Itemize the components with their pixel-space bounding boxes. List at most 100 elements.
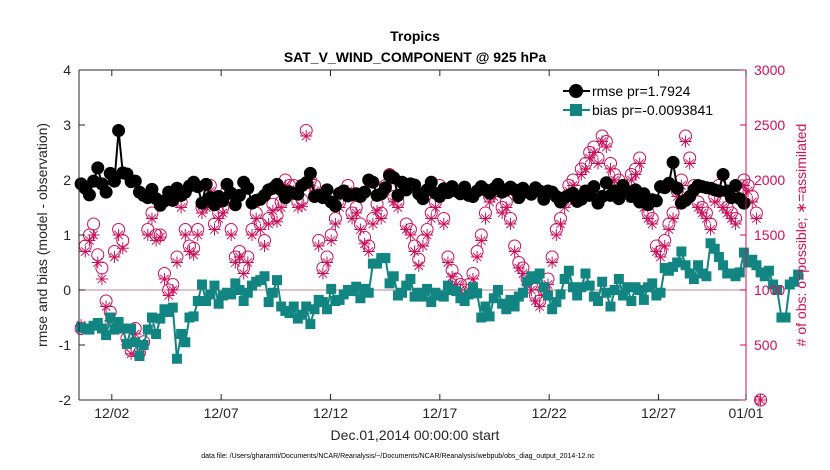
bias-point <box>272 275 283 286</box>
star-stroke <box>143 230 153 240</box>
star-stroke <box>655 252 666 262</box>
star-stroke <box>180 230 190 240</box>
bias-point <box>563 265 574 276</box>
rmse-point <box>107 174 121 188</box>
bias-point <box>109 324 120 335</box>
obs-assimilated-marker <box>312 240 325 252</box>
obs-assimilated-marker <box>441 256 454 269</box>
star-stroke <box>443 257 453 268</box>
y-tick-label: 0 <box>63 282 71 298</box>
star-stroke <box>351 208 361 218</box>
star-stroke <box>209 224 220 235</box>
star-stroke <box>89 230 99 240</box>
star-stroke <box>214 213 224 224</box>
bias-point <box>422 283 433 294</box>
bias-point <box>363 287 374 298</box>
bias-point <box>538 282 549 293</box>
bias-point <box>634 285 645 295</box>
rmse-point <box>216 194 230 208</box>
bias-point <box>501 304 512 315</box>
bias-point <box>317 297 328 308</box>
y2-tick-label: 500 <box>754 337 778 353</box>
bias-point <box>680 260 691 271</box>
bias-point <box>263 297 274 308</box>
obs-assimilated-marker <box>91 256 104 269</box>
bias-point <box>188 311 199 322</box>
bias-point <box>463 289 474 300</box>
obs-assimilated-marker <box>275 201 288 214</box>
x-axis-label: Dec.01,2014 00:00:00 start <box>331 427 500 443</box>
rmse-point <box>99 185 113 199</box>
bias-point <box>130 337 141 348</box>
bias-point <box>322 304 333 315</box>
star-stroke <box>497 208 507 218</box>
bias-point <box>209 280 220 291</box>
obs-assimilated-marker <box>654 251 667 263</box>
rmse-point <box>716 168 730 181</box>
obs-assimilated-marker <box>87 229 100 241</box>
star-stroke <box>405 230 415 240</box>
star-stroke <box>243 257 253 268</box>
star-stroke <box>272 217 282 227</box>
obs-assimilated-marker <box>412 259 425 272</box>
bias-point <box>288 301 299 312</box>
bias-point <box>355 293 366 304</box>
star-stroke <box>80 246 90 257</box>
obs-assimilated-marker <box>170 256 183 269</box>
obs-assimilated-marker <box>587 146 600 159</box>
obs-assimilated-marker <box>354 223 367 236</box>
bias-point <box>676 246 687 257</box>
obs-assimilated-marker <box>125 347 138 360</box>
obs-assimilated-marker <box>658 240 671 252</box>
bias-point <box>580 268 591 279</box>
bias-point <box>713 252 724 262</box>
rmse-point <box>328 199 342 213</box>
legend-rmse-label: rmse pr=1.7924 <box>592 83 691 99</box>
bias-point <box>747 254 758 265</box>
bias-point <box>301 301 312 312</box>
bias-point <box>734 267 745 278</box>
star-stroke <box>685 158 695 169</box>
bias-point <box>542 290 553 301</box>
bias-point <box>201 296 212 306</box>
obs-assimilated-marker <box>321 256 334 269</box>
bias-point <box>213 298 224 309</box>
rmse-point <box>424 175 438 189</box>
obs-assimilated-marker <box>629 168 642 181</box>
obs-assimilated-marker <box>683 157 696 170</box>
star-stroke <box>693 202 703 213</box>
bias-point <box>688 274 699 284</box>
bias-point <box>576 282 587 293</box>
obs-assimilated-marker <box>750 212 763 225</box>
star-stroke <box>605 164 616 174</box>
obs-assimilated-marker <box>362 245 375 258</box>
bias-point <box>622 282 633 293</box>
obs-assimilated-marker <box>179 229 192 241</box>
bias-point <box>768 279 779 290</box>
obs-assimilated-marker <box>604 163 617 175</box>
bias-point <box>601 287 612 298</box>
obs-assimilated-marker <box>416 240 429 252</box>
star-stroke <box>130 329 140 339</box>
obs-assimilated-marker <box>246 229 259 241</box>
obs-assimilated-marker <box>437 218 450 230</box>
bias-point <box>384 278 395 289</box>
y-tick-label: 1 <box>63 227 71 243</box>
obs-assimilated-marker <box>633 157 646 170</box>
star-stroke <box>114 230 124 240</box>
star-stroke <box>430 202 440 213</box>
star-stroke <box>751 213 761 224</box>
bias-point <box>655 287 666 298</box>
obs-assimilated-marker <box>504 218 517 230</box>
bias-point <box>205 289 216 300</box>
legend-bias-marker <box>570 104 582 116</box>
obs-assimilated-marker <box>554 218 567 230</box>
rmse-point <box>128 174 142 188</box>
bias-point <box>259 271 270 282</box>
bias-point <box>92 318 103 328</box>
star-stroke <box>234 252 245 262</box>
x-tick-label: 12/07 <box>204 405 239 421</box>
rmse-series <box>74 124 751 213</box>
star-stroke <box>560 202 570 213</box>
